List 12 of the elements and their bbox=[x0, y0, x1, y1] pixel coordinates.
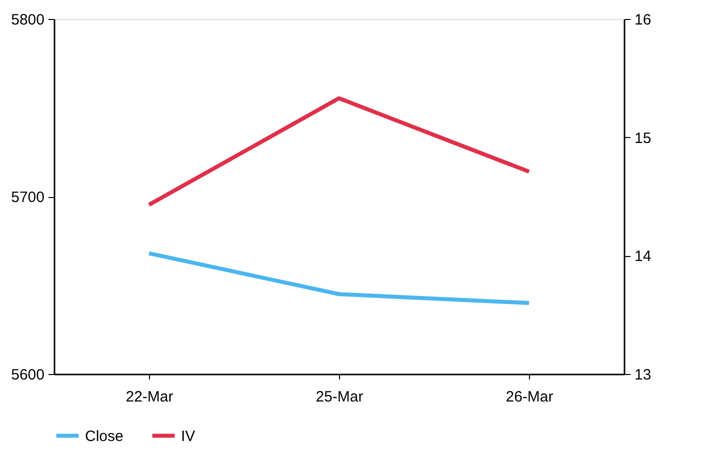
y2-tick-label: 13 bbox=[634, 366, 652, 384]
x-tick-label: 26-Mar bbox=[506, 388, 554, 406]
x-tick-label: 22-Mar bbox=[126, 388, 174, 406]
legend-label: IV bbox=[181, 428, 196, 445]
y2-tick-label: 15 bbox=[634, 130, 652, 147]
legend-label: Close bbox=[85, 428, 124, 445]
y-tick-label: 5600 bbox=[11, 366, 44, 384]
x-tick-label: 25-Mar bbox=[316, 388, 364, 406]
y2-tick-label: 14 bbox=[634, 248, 652, 266]
y-tick-label: 5700 bbox=[11, 189, 44, 206]
y-tick-label: 5800 bbox=[11, 12, 44, 28]
y2-tick-label: 16 bbox=[634, 12, 652, 28]
